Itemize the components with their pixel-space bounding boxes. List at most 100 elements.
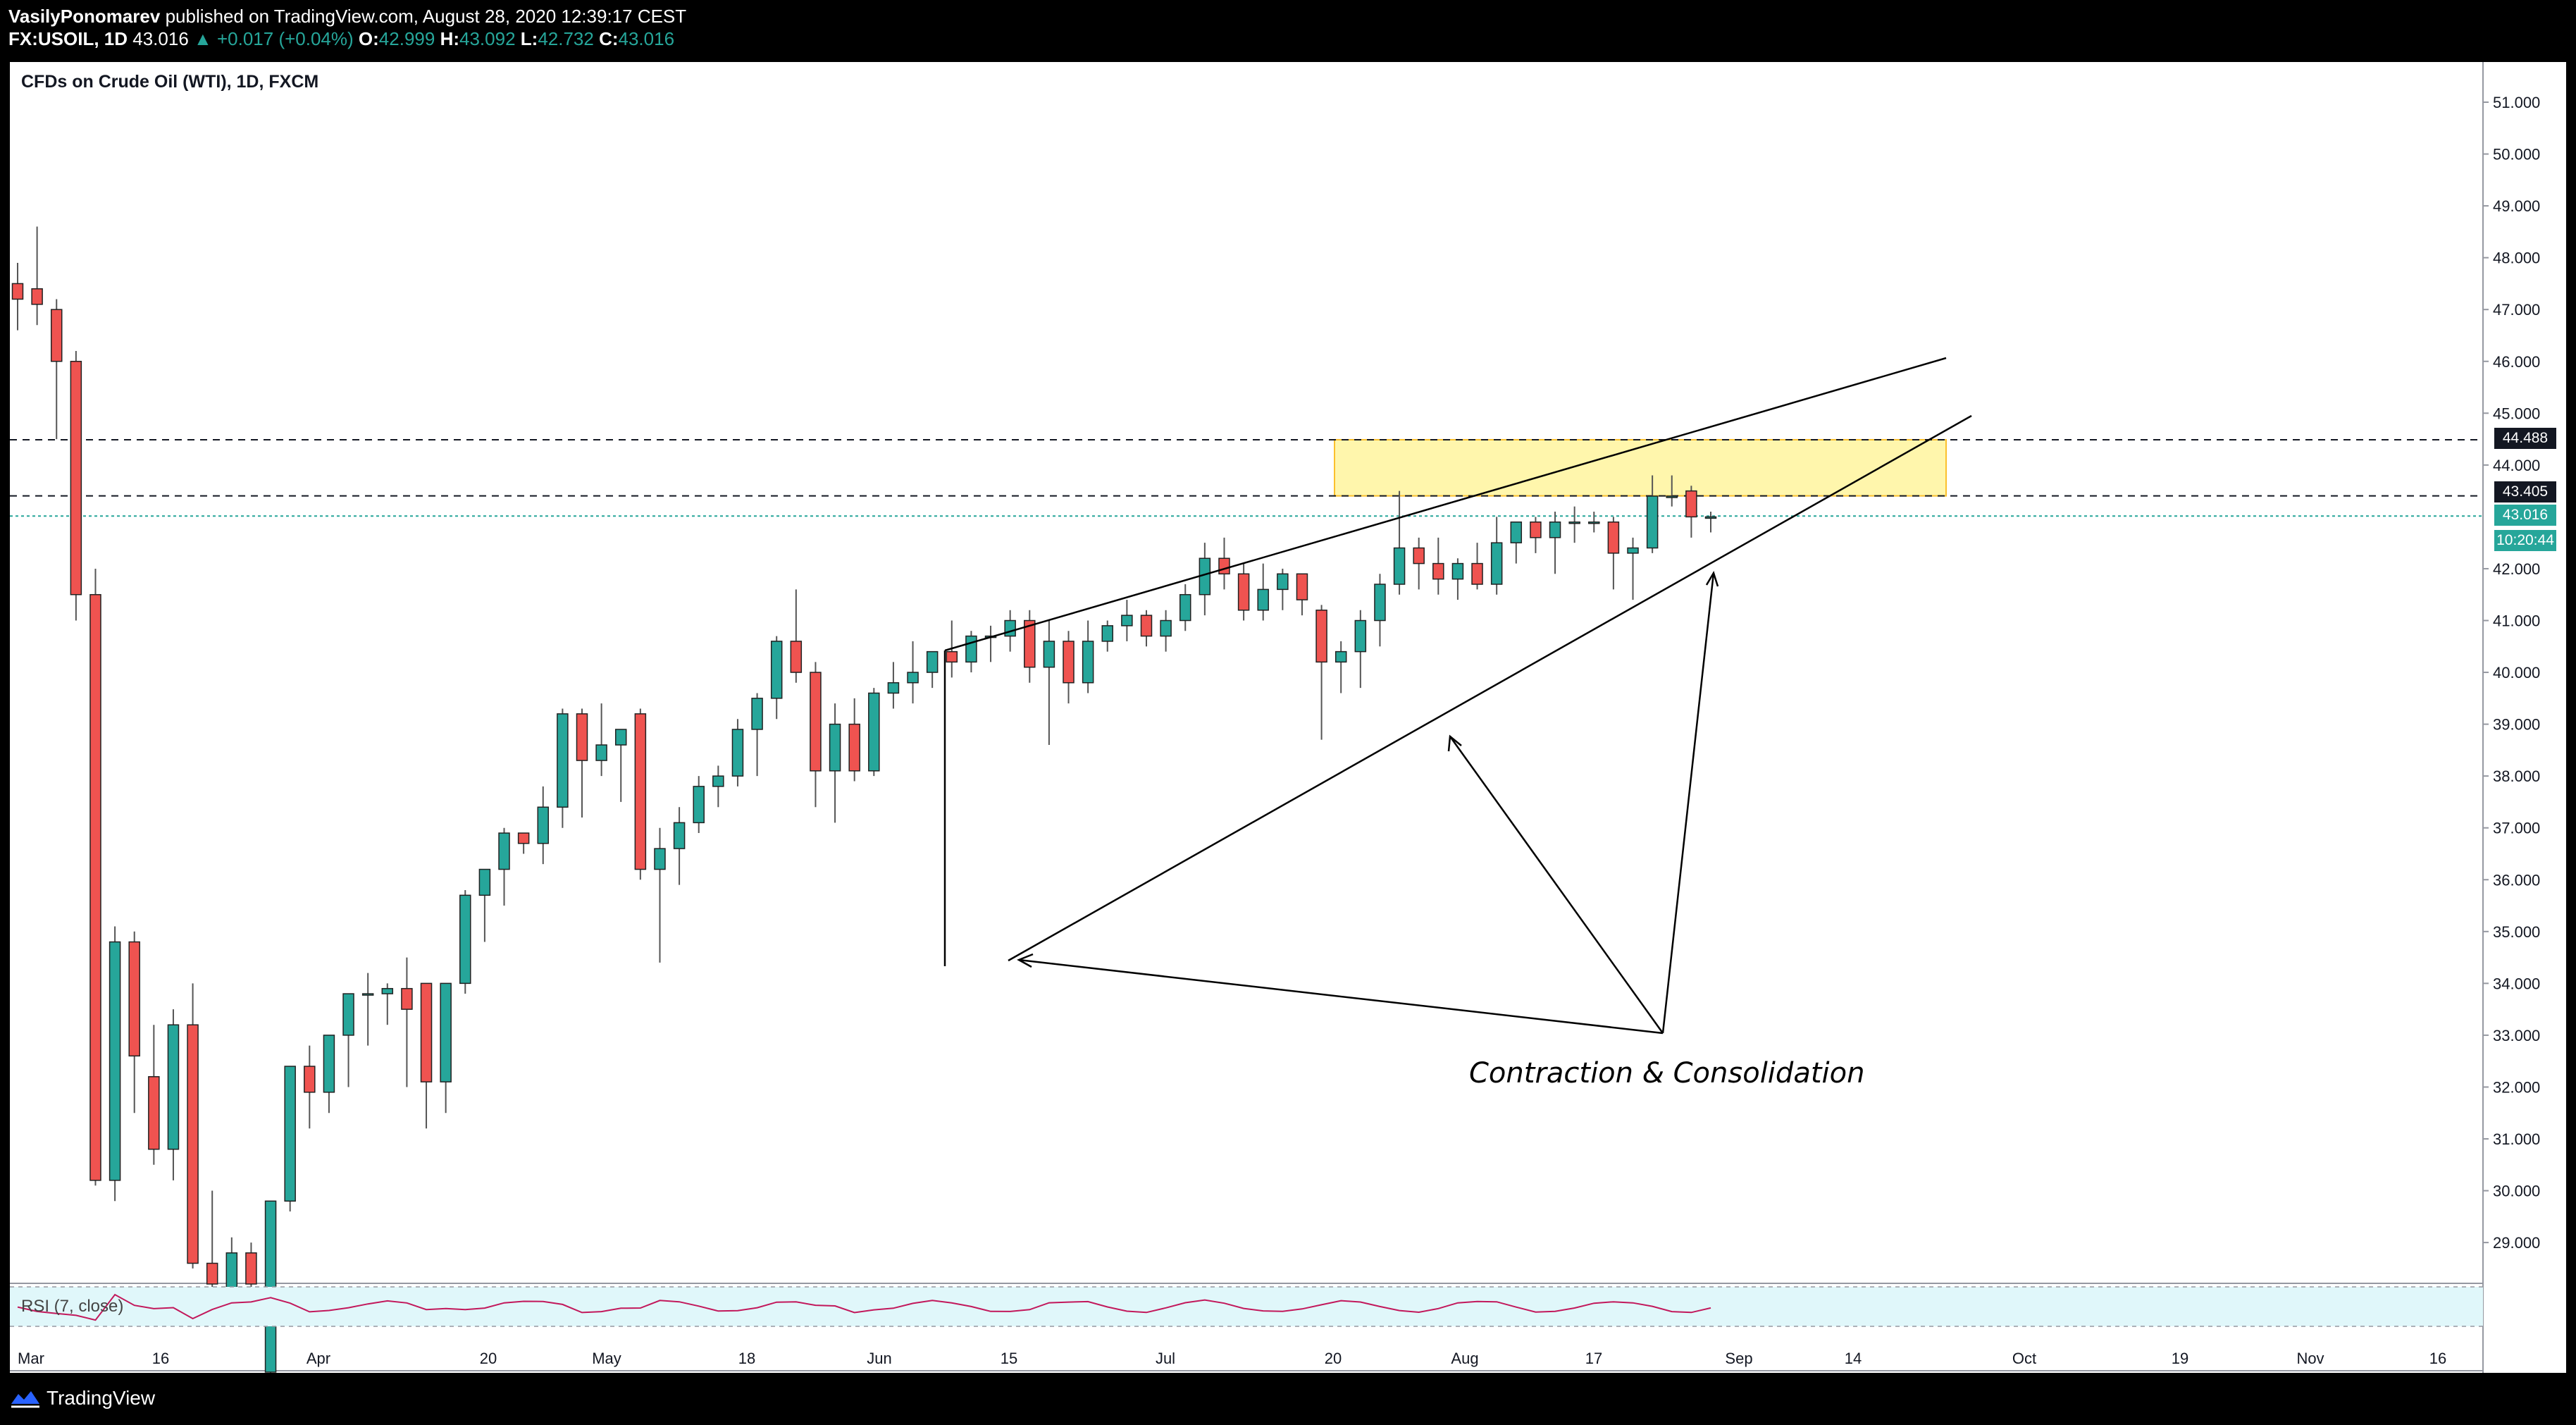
candle-down bbox=[576, 713, 588, 761]
candle-up bbox=[1354, 619, 1367, 653]
candle-up bbox=[595, 744, 607, 761]
candle-down bbox=[1315, 610, 1327, 663]
arrow-head-middle bbox=[1447, 734, 1462, 752]
price-tick-label: 44.000 bbox=[2493, 457, 2540, 474]
price-tick-label: 51.000 bbox=[2493, 94, 2540, 111]
tradingview-logo-text[interactable]: TradingView bbox=[47, 1387, 156, 1409]
candle-up bbox=[381, 987, 394, 994]
candle-up bbox=[654, 848, 666, 870]
candlestick-chart[interactable]: 51.000 50.000 49.000 48.000 47.000 46.000 45.0… bbox=[0, 62, 2576, 1373]
arrow-head-right bbox=[1705, 570, 1719, 587]
price-tick-label: 37.000 bbox=[2493, 820, 2540, 837]
candle-down bbox=[50, 309, 63, 362]
rsi-band bbox=[10, 1287, 2483, 1326]
candle-up bbox=[1101, 625, 1114, 642]
candle-up bbox=[1257, 588, 1269, 611]
candle-up bbox=[1510, 522, 1523, 543]
candle-up bbox=[731, 729, 744, 777]
rsi-pane bbox=[10, 1286, 2483, 1327]
candle-down bbox=[1024, 619, 1036, 668]
time-tick-label: 14 bbox=[1845, 1350, 1862, 1367]
candle-up bbox=[712, 775, 724, 787]
rsi-label: RSI (7, close) bbox=[21, 1297, 124, 1316]
candle-up bbox=[1704, 516, 1717, 519]
time-tick-label: Mar bbox=[18, 1350, 44, 1367]
candle-up bbox=[693, 786, 705, 824]
candle-down bbox=[1530, 522, 1542, 538]
trendlines-layer bbox=[943, 357, 1972, 1035]
low-value: 42.732 bbox=[538, 28, 594, 49]
annotation-text: Contraction & Consolidation bbox=[1469, 1057, 1865, 1090]
time-tick-label: 16 bbox=[2429, 1350, 2446, 1367]
chart-title: CFDs on Crude Oil (WTI), 1D, FXCM bbox=[21, 72, 319, 92]
candle-up bbox=[1082, 641, 1094, 684]
plot-background bbox=[10, 62, 2483, 1373]
candle-down bbox=[128, 941, 140, 1057]
candle-down bbox=[1413, 547, 1425, 565]
publish-line: VasilyPonomarev published on TradingView… bbox=[8, 6, 686, 27]
price-tick-label: 29.000 bbox=[2493, 1234, 2540, 1252]
candle-up bbox=[829, 723, 841, 772]
candles-layer bbox=[11, 226, 1717, 1373]
candle-up bbox=[537, 806, 550, 844]
price-tick-label: 48.000 bbox=[2493, 249, 2540, 267]
price-tick-label: 50.000 bbox=[2493, 146, 2540, 164]
candle-down bbox=[1218, 557, 1230, 575]
symbol-name: FX:USOIL, 1D bbox=[8, 28, 128, 49]
candle-down bbox=[11, 283, 24, 300]
publish-info: published on TradingView.com, August 28,… bbox=[165, 6, 687, 27]
candle-up bbox=[673, 822, 686, 849]
candle-up bbox=[614, 729, 627, 746]
upper-trendline bbox=[944, 357, 1947, 652]
tradingview-logo-icon[interactable] bbox=[10, 1388, 41, 1409]
candle-up bbox=[1451, 562, 1464, 580]
price-tick-label: 45.000 bbox=[2493, 405, 2540, 422]
resistance-low-tag: 43.405 bbox=[2494, 481, 2556, 502]
price-tick-label: 30.000 bbox=[2493, 1183, 2540, 1200]
candle-up bbox=[167, 1024, 180, 1150]
candle-up bbox=[1160, 619, 1172, 637]
author-name[interactable]: VasilyPonomarev bbox=[8, 6, 161, 27]
candle-up bbox=[1043, 641, 1055, 668]
candle-down bbox=[810, 672, 822, 772]
close-value: 43.016 bbox=[618, 28, 675, 49]
candle-down bbox=[420, 982, 433, 1082]
time-tick-label: 17 bbox=[1585, 1350, 1602, 1367]
candle-down bbox=[187, 1024, 199, 1264]
candle-down bbox=[1237, 573, 1250, 611]
candle-up bbox=[1004, 619, 1016, 637]
candle-up bbox=[323, 1035, 335, 1093]
candle-up bbox=[1588, 522, 1600, 524]
time-tick-label: Sep bbox=[1725, 1350, 1752, 1367]
price-tick-label: 49.000 bbox=[2493, 197, 2540, 215]
price-tick-label: 46.000 bbox=[2493, 353, 2540, 371]
candle-down bbox=[70, 361, 82, 596]
high-value: 43.092 bbox=[459, 28, 516, 49]
price-tick-label: 38.000 bbox=[2493, 767, 2540, 785]
price-tick-label: 34.000 bbox=[2493, 975, 2540, 992]
candle-up bbox=[1374, 584, 1386, 622]
candle-up bbox=[1568, 522, 1580, 524]
candle-down bbox=[245, 1252, 257, 1285]
candle-up bbox=[868, 692, 880, 772]
price-tick-label: 40.000 bbox=[2493, 664, 2540, 681]
candle-down bbox=[31, 288, 43, 305]
candle-up bbox=[1179, 593, 1191, 622]
high-label: H: bbox=[440, 28, 459, 49]
candle-down bbox=[1140, 615, 1153, 637]
price-tick-label: 42.000 bbox=[2493, 560, 2540, 578]
candle-down bbox=[1432, 562, 1444, 580]
countdown-tag: 10:20:44 bbox=[2494, 530, 2556, 551]
candle-up bbox=[557, 713, 569, 808]
candle-up bbox=[965, 635, 977, 663]
candle-down bbox=[304, 1066, 316, 1093]
time-ticks-layer: Mar 16 Apr 20 May 18 Jun 15 Jul 20 Aug 17 Sep 14 Oct 19… bbox=[18, 1350, 2446, 1367]
open-label: O: bbox=[358, 28, 379, 49]
candle-up bbox=[770, 641, 783, 699]
time-tick-label: 15 bbox=[1001, 1350, 1017, 1367]
arrow-shaft-left bbox=[1018, 958, 1664, 1035]
candle-down bbox=[634, 713, 647, 870]
candle-down bbox=[790, 641, 803, 673]
candle-up bbox=[109, 941, 121, 1181]
time-tick-label: Nov bbox=[2296, 1350, 2324, 1367]
